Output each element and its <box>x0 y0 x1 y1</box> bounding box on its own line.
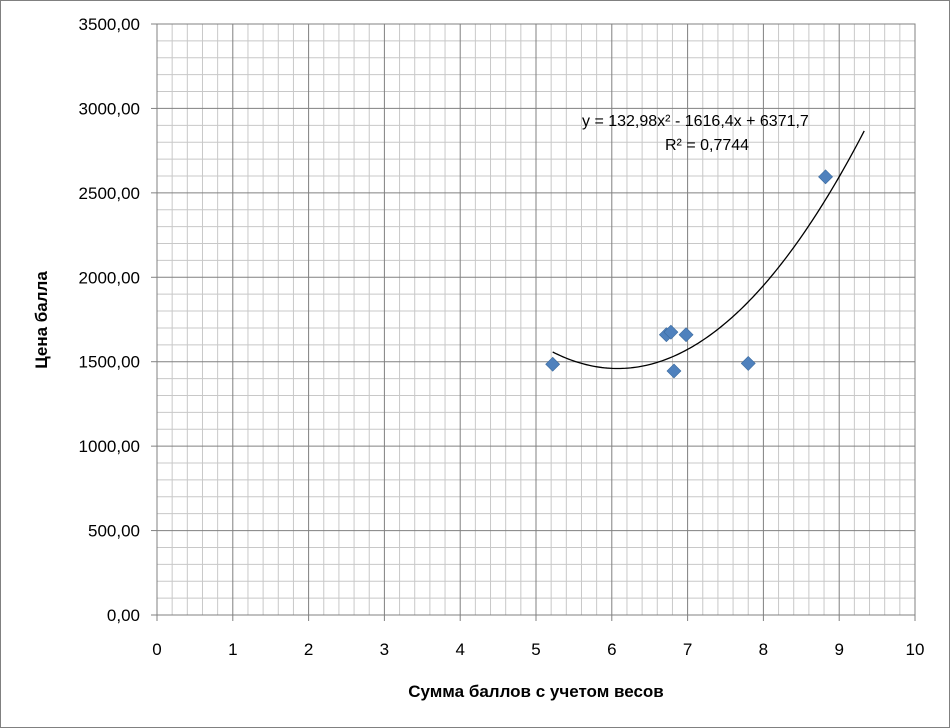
major-gridlines <box>157 24 915 615</box>
y-tick-label: 0,00 <box>107 606 140 625</box>
trendline <box>552 130 865 370</box>
data-point <box>545 356 561 372</box>
y-axis-tick-labels: 0,00 500,00 1000,00 1500,00 2000,00 2500,00 30… <box>79 15 157 625</box>
data-points <box>545 169 833 379</box>
data-point <box>740 355 756 371</box>
data-point <box>666 363 682 379</box>
x-tick-label: 1 <box>228 640 237 659</box>
y-tick-label: 500,00 <box>88 522 140 541</box>
y-tick-label: 1000,00 <box>79 437 140 456</box>
y-tick-label: 3000,00 <box>79 99 140 118</box>
x-tick-label: 10 <box>906 640 925 659</box>
y-axis-title: Цена балла <box>32 271 51 369</box>
data-point <box>678 327 694 343</box>
x-tick-label: 6 <box>607 640 616 659</box>
x-tick-label: 5 <box>531 640 540 659</box>
x-tick-label: 2 <box>304 640 313 659</box>
y-tick-label: 3500,00 <box>79 15 140 34</box>
y-tick-label: 2000,00 <box>79 268 140 287</box>
y-tick-label: 2500,00 <box>79 184 140 203</box>
trendline-equation: y = 132,98x² - 1616,4x + 6371,7 <box>582 113 809 130</box>
x-axis-title: Сумма баллов с учетом весов <box>408 682 664 701</box>
x-axis-tick-labels: 0 1 2 3 4 5 6 7 8 9 10 <box>152 615 924 659</box>
data-point <box>818 169 833 185</box>
x-tick-label: 3 <box>380 640 389 659</box>
trendline-r-squared: R² = 0,7744 <box>665 137 749 154</box>
x-tick-label: 4 <box>455 640 464 659</box>
x-tick-label: 0 <box>152 640 161 659</box>
y-tick-label: 1500,00 <box>79 353 140 372</box>
x-tick-label: 9 <box>834 640 843 659</box>
data-point <box>663 324 679 340</box>
x-tick-label: 8 <box>759 640 768 659</box>
x-tick-label: 7 <box>683 640 692 659</box>
